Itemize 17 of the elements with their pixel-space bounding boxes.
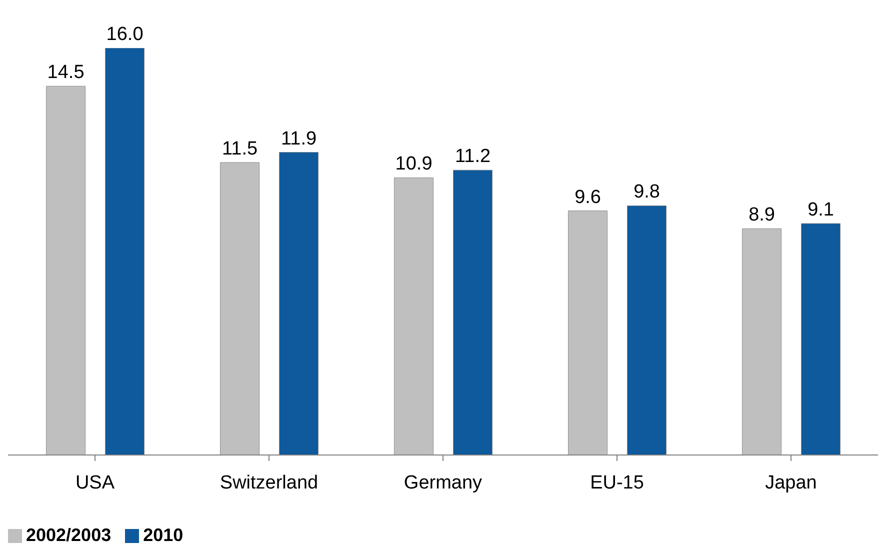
data-label: 16.0 <box>106 24 144 45</box>
legend-label: 2002/2003 <box>25 525 112 546</box>
x-tick-label: Japan <box>765 472 817 494</box>
data-label: 9.6 <box>574 186 601 208</box>
x-tick-label: USA <box>75 472 115 494</box>
data-label: 9.1 <box>808 200 834 221</box>
data-label: 11.9 <box>280 128 317 150</box>
data-label: 11.2 <box>454 146 491 168</box>
x-tick-label: Switzerland <box>220 472 318 494</box>
x-tick-label: EU-15 <box>590 472 644 494</box>
data-label: 11.5 <box>222 138 258 160</box>
data-label: 10.9 <box>395 154 432 175</box>
data-label: 9.8 <box>634 182 660 203</box>
x-tick-label: Germany <box>404 472 483 494</box>
data-label: 8.9 <box>748 204 775 226</box>
data-label: 14.5 <box>47 62 84 84</box>
legend-label: 2010 <box>142 525 184 546</box>
